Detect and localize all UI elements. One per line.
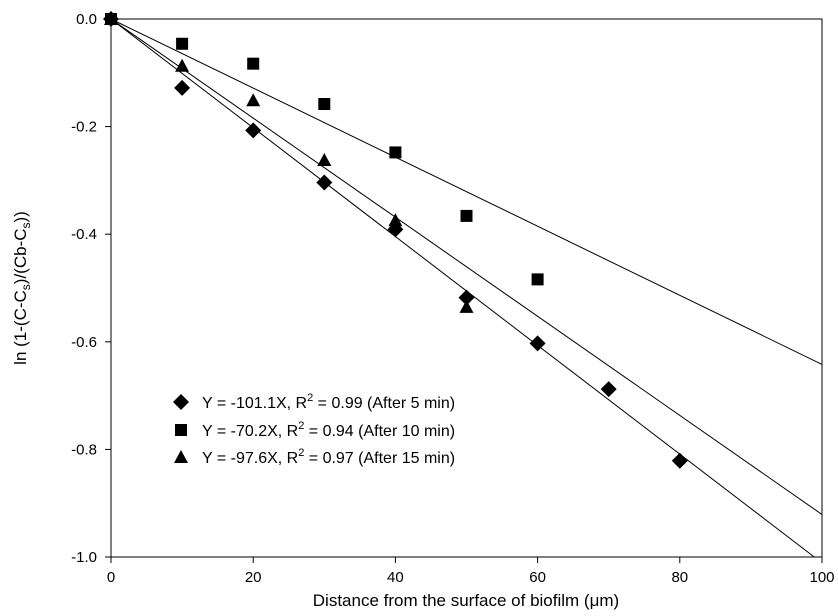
- legend: Y = -101.1X, R2 = 0.99 (After 5 min) Y =…: [173, 392, 455, 467]
- y-tick-label: -0.6: [71, 334, 97, 351]
- data-point-square: [460, 209, 473, 222]
- x-axis-label: Distance from the surface of biofilm (μm…: [313, 591, 619, 610]
- data-point-triangle: [175, 58, 190, 72]
- data-point-square: [176, 37, 189, 50]
- x-tick-label: 80: [671, 569, 688, 586]
- data-point-triangle: [246, 93, 261, 107]
- y-tick-label: 0.0: [76, 11, 97, 28]
- data-point-square: [389, 146, 402, 159]
- legend-item-15-min: Y = -97.6X, R2 = 0.97 (After 15 min): [174, 447, 455, 467]
- data-point-diamond: [458, 289, 475, 306]
- x-tick-label: 0: [107, 569, 115, 586]
- fit-line-square: [110, 18, 823, 365]
- x-tick-label: 40: [387, 569, 404, 586]
- data-point-triangle: [317, 152, 332, 166]
- data-point-diamond: [174, 79, 191, 96]
- data-point-triangle: [459, 299, 474, 313]
- legend-symbol-diamond: [173, 394, 189, 410]
- y-tick-label: -0.8: [71, 441, 97, 458]
- x-tick-label: 100: [809, 569, 834, 586]
- data-point-square: [318, 98, 331, 111]
- data-point-square: [247, 57, 260, 70]
- legend-marker-triangle: [174, 450, 188, 463]
- y-tick-label: -0.4: [71, 226, 97, 243]
- legend-marker-diamond: [173, 394, 189, 410]
- y-tick-label: -1.0: [71, 549, 97, 566]
- y-axis-ticks: 0.0 -0.2 -0.4 -0.6 -0.8 -1.0: [71, 11, 111, 566]
- legend-label-10-min: Y = -70.2X, R2 = 0.94 (After 10 min): [202, 420, 455, 440]
- data-point-triangle: [388, 213, 403, 227]
- legend-item-10-min: Y = -70.2X, R2 = 0.94 (After 10 min): [175, 420, 455, 440]
- x-axis-ticks: 0 20 40 60 80 100: [107, 557, 835, 586]
- data-point-diamond: [600, 381, 617, 398]
- fit-lines: [110, 18, 823, 558]
- legend-marker-square: [175, 424, 187, 436]
- legend-label-15-min: Y = -97.6X, R2 = 0.97 (After 15 min): [202, 447, 455, 467]
- data-markers: [103, 11, 688, 469]
- data-point-square: [531, 273, 544, 286]
- fit-line-diamond: [110, 18, 815, 558]
- legend-symbol-square: [175, 424, 187, 436]
- y-tick-label: -0.2: [71, 119, 97, 136]
- data-point-diamond: [529, 335, 546, 352]
- data-point-diamond: [671, 452, 688, 469]
- x-tick-label: 20: [245, 569, 262, 586]
- plot-frame: [110, 18, 823, 558]
- x-tick-label: 60: [529, 569, 546, 586]
- legend-item-5-min: Y = -101.1X, R2 = 0.99 (After 5 min): [173, 392, 455, 412]
- data-point-diamond: [245, 122, 262, 139]
- y-axis-label: ln (1-(C-Cs)/(Cb-Cs)): [11, 211, 33, 365]
- legend-symbol-triangle: [174, 450, 188, 463]
- legend-label-5-min: Y = -101.1X, R2 = 0.99 (After 5 min): [202, 392, 455, 412]
- fit-line-triangle: [110, 18, 823, 515]
- data-point-diamond: [316, 174, 333, 191]
